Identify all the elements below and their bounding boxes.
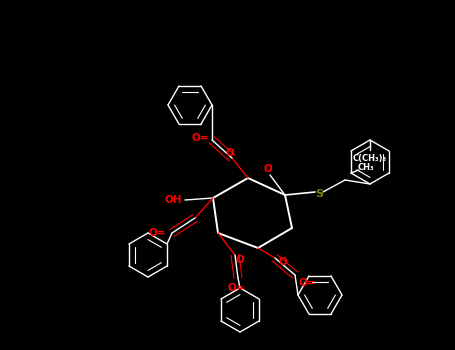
Text: O: O — [263, 164, 273, 174]
Text: O: O — [278, 257, 288, 267]
Text: CH₃: CH₃ — [358, 163, 374, 173]
Text: C(CH₃)₃: C(CH₃)₃ — [353, 154, 387, 162]
Text: OH: OH — [164, 195, 182, 205]
Text: O=: O= — [191, 133, 209, 143]
Text: O=: O= — [227, 283, 245, 293]
Text: O: O — [226, 148, 234, 158]
Text: O=: O= — [148, 228, 166, 238]
Text: S: S — [315, 189, 323, 199]
Text: O: O — [236, 255, 244, 265]
Text: O=: O= — [298, 278, 316, 288]
